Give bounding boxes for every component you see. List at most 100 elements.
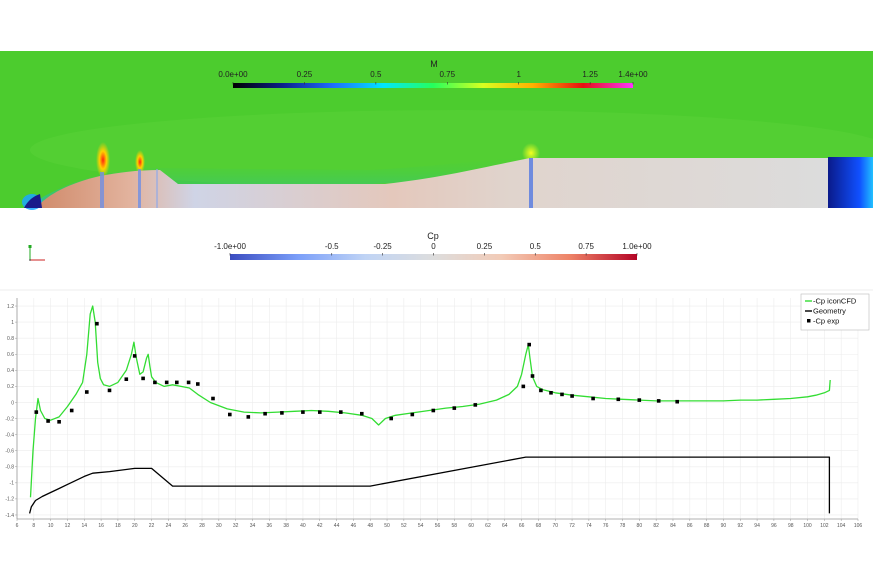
x-tick-label-29: 64 <box>502 523 508 529</box>
series-point-cp-exp-14 <box>196 382 200 386</box>
x-tick-label-22: 50 <box>384 523 390 529</box>
series-point-cp-exp-29 <box>521 384 526 389</box>
series-point-cp-exp-25 <box>410 412 415 417</box>
x-tick-label-48: 102 <box>820 523 829 529</box>
axis-y-tip <box>28 245 32 248</box>
x-tick-label-6: 18 <box>115 523 121 529</box>
x-tick-label-12: 30 <box>216 523 222 529</box>
series-point-cp-exp-36 <box>591 396 595 401</box>
cp-colorbar-tick-label-4: 0.25 <box>477 242 493 251</box>
y-tick-label-1: 1 <box>11 320 14 326</box>
x-tick-label-8: 22 <box>149 523 155 529</box>
y-tick-label-10: -0.8 <box>5 465 14 471</box>
x-tick-label-42: 90 <box>721 523 727 529</box>
cp-colorbar: Cp -1.0e+00 -0.5 -0.25 0 0.25 0.5 0.75 1.0e+00 <box>214 231 652 260</box>
series-point-cp-exp-18 <box>263 411 267 416</box>
x-tick-label-26: 58 <box>452 523 458 529</box>
x-tick-label-44: 94 <box>754 523 760 529</box>
cp-body-band-2 <box>138 169 141 208</box>
series-point-cp-exp-28 <box>473 403 478 407</box>
series-point-cp-exp-35 <box>570 394 574 398</box>
x-tick-label-46: 98 <box>788 523 794 529</box>
mach-shock-1 <box>96 142 110 178</box>
series-point-cp-exp-20 <box>301 410 305 414</box>
chart-series <box>28 305 831 514</box>
series-point-cp-exp-0 <box>34 410 39 414</box>
x-tick-label-27: 60 <box>468 523 474 529</box>
series-point-cp-exp-31 <box>530 374 535 378</box>
cp-colorbar-tick-label-3: 0 <box>431 242 436 251</box>
legend-label-geometry: Geometry <box>813 307 846 316</box>
cp-colorbar-tick-label-6: 0.75 <box>578 242 594 251</box>
series-point-cp-exp-3 <box>69 408 74 413</box>
y-tick-label-0: 1.2 <box>7 304 14 310</box>
x-tick-label-34: 74 <box>586 523 592 529</box>
series-point-cp-exp-4 <box>85 390 89 394</box>
series-point-cp-exp-16 <box>228 412 232 417</box>
x-tick-label-24: 54 <box>418 523 424 529</box>
series-point-cp-exp-8 <box>132 354 137 358</box>
series-point-cp-exp-37 <box>616 397 621 402</box>
mach-colorbar-tick-label-5: 1.25 <box>582 70 598 79</box>
x-tick-label-32: 70 <box>552 523 558 529</box>
cp-colorbar-bar <box>230 254 637 260</box>
mach-colorbar-title: M <box>430 59 438 69</box>
chart-grid-vertical <box>16 298 859 519</box>
cp-body-band-4 <box>529 158 533 208</box>
x-tick-label-38: 82 <box>653 523 659 529</box>
x-tick-label-4: 14 <box>81 523 87 529</box>
x-tick-label-45: 96 <box>771 523 777 529</box>
mach-colorbar-tick-label-0: 0.0e+00 <box>218 70 248 79</box>
x-tick-label-37: 80 <box>637 523 643 529</box>
series-point-cp-exp-40 <box>675 399 679 404</box>
series-point-cp-exp-32 <box>539 388 543 393</box>
y-tick-label-4: 0.4 <box>7 368 14 374</box>
series-point-cp-exp-38 <box>637 398 642 402</box>
mach-colorbar-tick-label-3: 0.75 <box>439 70 455 79</box>
x-tick-label-1: 8 <box>32 523 35 529</box>
cp-colorbar-tick-label-2: -0.25 <box>374 242 393 251</box>
x-tick-label-0: 6 <box>16 523 19 529</box>
series-line-geometry <box>28 456 831 514</box>
mach-colorbar-bar <box>233 83 633 88</box>
cp-body-surface <box>24 158 828 208</box>
series-point-cp-exp-22 <box>339 410 343 414</box>
y-tick-label-12: -1.2 <box>5 497 14 503</box>
y-tick-label-8: -0.4 <box>5 432 14 438</box>
y-tick-label-9: -0.6 <box>5 448 14 454</box>
legend-swatch-exp <box>807 319 811 323</box>
mach-colorbar-ticks: 0.0e+00 0.25 0.5 0.75 1 1.25 1.4e+00 <box>218 70 648 85</box>
mach-colorbar-tick-label-4: 1 <box>516 70 521 79</box>
mach-colorbar-tick-label-1: 0.25 <box>297 70 313 79</box>
x-tick-label-50: 106 <box>854 523 863 529</box>
mach-colorbar-tick-label-6: 1.4e+00 <box>618 70 648 79</box>
x-tick-label-17: 40 <box>300 523 306 529</box>
cp-line-chart: 6 8 10 12 14 16 18 20 22 24 26 28 30 32 34 36 38 40 42 44 46… <box>0 289 873 529</box>
y-tick-label-6: 0 <box>11 400 14 406</box>
series-point-cp-exp-15 <box>211 396 215 401</box>
cp-colorbar-tick-label-5: 0.5 <box>530 242 542 251</box>
series-point-cp-exp-26 <box>431 408 436 413</box>
series-point-cp-exp-21 <box>318 410 322 414</box>
y-tick-label-11: -1 <box>10 481 15 487</box>
mach-base-wake <box>828 157 873 208</box>
cp-colorbar-tick-label-7: 1.0e+00 <box>622 242 652 251</box>
series-point-cp-exp-27 <box>452 406 457 410</box>
series-point-cp-exp-23 <box>360 411 364 416</box>
series-point-cp-exp-1 <box>46 419 50 423</box>
series-point-cp-exp-17 <box>246 415 251 419</box>
x-tick-label-30: 66 <box>519 523 525 529</box>
x-tick-label-7: 20 <box>132 523 138 529</box>
series-point-cp-exp-11 <box>164 380 169 385</box>
series-point-cp-exp-13 <box>186 380 191 385</box>
x-tick-label-15: 36 <box>267 523 273 529</box>
series-point-cp-exp-19 <box>280 411 284 415</box>
series-point-cp-exp-2 <box>57 420 61 424</box>
y-tick-label-7: -0.2 <box>5 416 14 422</box>
x-tick-label-40: 86 <box>687 523 693 529</box>
x-tick-label-20: 46 <box>351 523 357 529</box>
mach-colorbar-tick-label-2: 0.5 <box>370 70 382 79</box>
x-tick-label-33: 72 <box>569 523 575 529</box>
cp-colorbar-tick-label-1: -0.5 <box>325 242 339 251</box>
